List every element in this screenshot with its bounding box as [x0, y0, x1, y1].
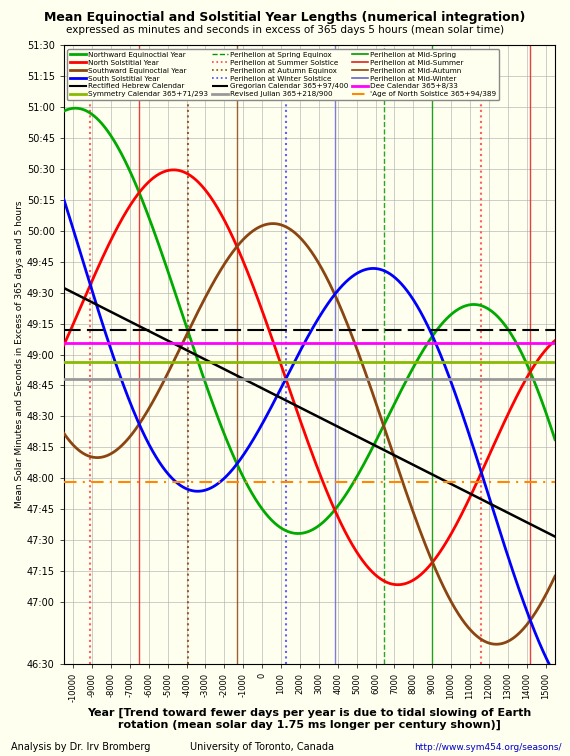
Text: http://www.sym454.org/seasons/: http://www.sym454.org/seasons/	[414, 743, 561, 752]
Legend: Northward Equinoctial Year, North Solstitial Year, Southward Equinoctial Year, S: Northward Equinoctial Year, North Solsti…	[67, 49, 499, 101]
Text: Analysis by Dr. Irv Bromberg: Analysis by Dr. Irv Bromberg	[11, 742, 151, 752]
Text: University of Toronto, Canada: University of Toronto, Canada	[190, 742, 334, 752]
Y-axis label: Mean Solar Minutes and Seconds in Excess of 365 days and 5 hours: Mean Solar Minutes and Seconds in Excess…	[15, 201, 24, 508]
X-axis label: Year [Trend toward fewer days per year is due to tidal slowing of Earth
rotation: Year [Trend toward fewer days per year i…	[87, 708, 532, 730]
Text: Mean Equinoctial and Solstitial Year Lengths (numerical integration): Mean Equinoctial and Solstitial Year Len…	[44, 11, 526, 24]
Text: expressed as minutes and seconds in excess of 365 days 5 hours (mean solar time): expressed as minutes and seconds in exce…	[66, 25, 504, 35]
